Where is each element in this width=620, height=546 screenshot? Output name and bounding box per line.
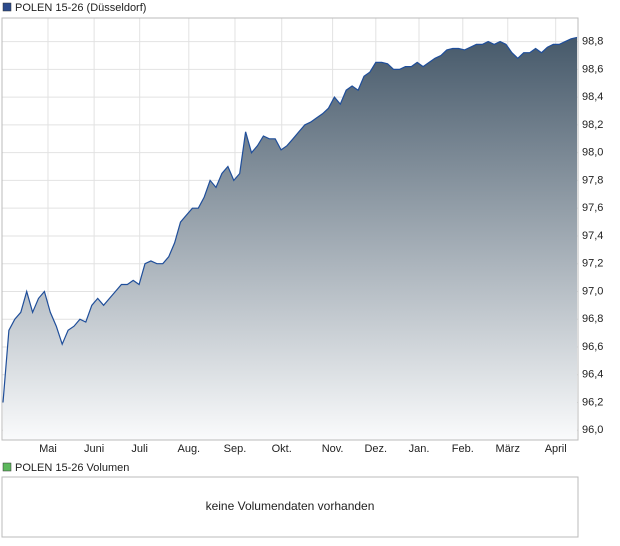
x-tick-label: Juni <box>84 443 104 455</box>
y-tick-label: 96,6 <box>582 341 603 353</box>
x-tick-label: Feb. <box>452 443 474 455</box>
y-tick-label: 97,4 <box>582 230 603 242</box>
volume-message: keine Volumendaten vorhanden <box>206 499 375 513</box>
y-tick-label: 97,6 <box>582 202 603 214</box>
y-tick-label: 97,0 <box>582 285 603 297</box>
x-tick-label: Nov. <box>322 443 344 455</box>
y-tick-label: 96,0 <box>582 424 603 436</box>
volume-panel <box>1 476 579 538</box>
x-tick-label: Jan. <box>409 443 430 455</box>
y-tick-label: 98,4 <box>582 91 603 103</box>
x-tick-label: Juli <box>131 443 148 455</box>
y-tick-label: 98,0 <box>582 147 603 159</box>
y-tick-label: 96,8 <box>582 313 603 325</box>
legend-label: POLEN 15-26 (Düsseldorf) <box>15 2 146 14</box>
y-tick-label: 96,2 <box>582 396 603 408</box>
volume-legend-label: POLEN 15-26 Volumen <box>15 462 129 474</box>
x-tick-label: Sep. <box>224 443 247 455</box>
price-line <box>2 36 578 403</box>
x-tick-label: März <box>496 443 520 455</box>
y-tick-label: 97,8 <box>582 174 603 186</box>
volume-legend-swatch <box>2 462 12 472</box>
y-tick-label: 96,4 <box>582 369 603 381</box>
y-tick-label: 98,2 <box>582 119 603 131</box>
y-tick-label: 97,2 <box>582 258 603 270</box>
y-tick-label: 98,6 <box>582 63 603 75</box>
x-tick-label: Okt. <box>272 443 292 455</box>
x-tick-label: Mai <box>39 443 57 455</box>
legend-swatch <box>2 2 12 12</box>
area-fill <box>3 37 577 441</box>
plot-frame <box>1 17 579 441</box>
y-tick-label: 98,8 <box>582 36 603 48</box>
x-tick-label: Dez. <box>364 443 387 455</box>
x-tick-label: April <box>545 443 567 455</box>
x-tick-label: Aug. <box>177 443 200 455</box>
